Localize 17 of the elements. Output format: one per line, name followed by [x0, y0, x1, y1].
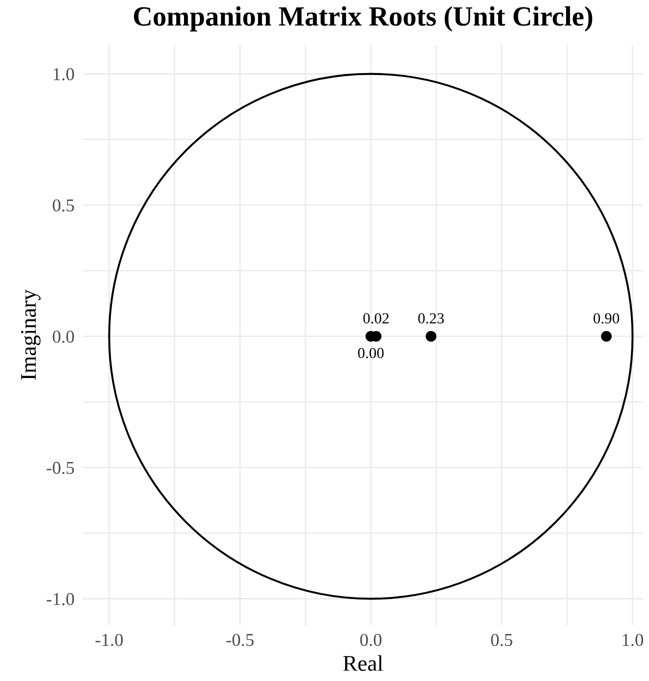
annotation: 0.02: [363, 313, 389, 324]
y-tick-label: 0.0: [52, 330, 74, 343]
y-tick-label: 0.5: [52, 199, 74, 212]
annotation: 0.90: [594, 313, 620, 324]
x-tick-label: -1.0: [96, 634, 123, 646]
y-tick-label: 1.0: [54, 68, 74, 80]
x-tick-label: 0.0: [360, 634, 382, 646]
annotation: 0.00: [358, 348, 384, 358]
chart-title: Companion Matrix Roots (Unit Circle): [134, 6, 592, 32]
y-tick-label: -1.0: [46, 593, 74, 606]
y-tick-label: -0.5: [46, 462, 74, 474]
x-tick-label: 1.0: [622, 634, 644, 646]
x-axis-title: Real: [343, 655, 383, 671]
x-tick-label: -0.5: [226, 634, 254, 646]
annotation: 0.23: [418, 313, 444, 324]
y-axis-title: Imaginary: [21, 289, 41, 380]
x-tick-label: 0.5: [491, 634, 512, 646]
